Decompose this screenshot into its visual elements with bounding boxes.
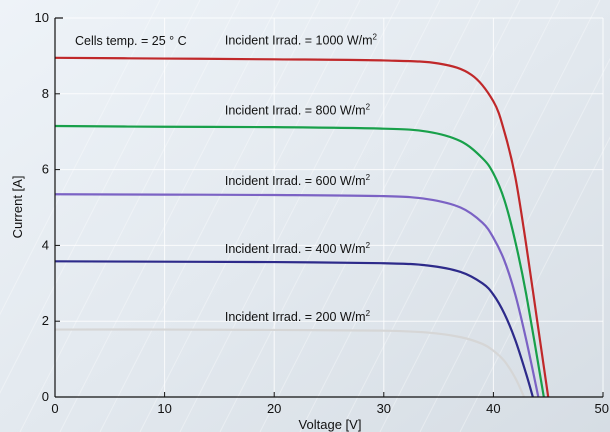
y-axis-title: Current [A] <box>10 176 25 239</box>
x-tick-label: 20 <box>267 401 281 416</box>
panel-line <box>459 136 610 432</box>
y-tick-label: 0 <box>42 389 49 404</box>
series-line-1 <box>54 124 545 398</box>
series-line-2 <box>54 193 540 398</box>
y-tick-label: 8 <box>42 86 49 101</box>
panel-line <box>179 0 401 432</box>
cells-temp-annotation: Cells temp. = 25 ° C <box>75 34 187 48</box>
y-tick-label: 4 <box>42 237 49 252</box>
y-tick-label: 10 <box>35 10 49 25</box>
series-line-3 <box>54 260 534 398</box>
panel-line <box>259 0 481 432</box>
panel-line <box>0 0 201 394</box>
panel-line <box>59 0 281 432</box>
series-labels: Incident Irrad. = 1000 W/m2 Incident Irra… <box>225 33 378 325</box>
series-label-3: Incident Irrad. = 400 W/m2 <box>225 241 371 256</box>
x-tick-labels: 0 10 20 30 40 50 <box>51 401 609 416</box>
series-label-1: Incident Irrad. = 800 W/m2 <box>225 103 371 118</box>
y-tick-label: 6 <box>42 162 49 177</box>
series-line-4 <box>54 328 526 398</box>
y-tick-label: 2 <box>42 313 49 328</box>
panel-line <box>299 0 521 432</box>
series-curves <box>54 56 550 398</box>
panel-line <box>379 0 601 432</box>
x-tick-label: 0 <box>51 401 58 416</box>
panel-line <box>99 0 321 432</box>
x-axis-title: Voltage [V] <box>299 417 362 432</box>
panel-line <box>19 0 241 432</box>
panel-line <box>0 0 161 316</box>
x-tick-label: 40 <box>486 401 500 416</box>
axes <box>54 17 604 398</box>
series-label-2: Incident Irrad. = 600 W/m2 <box>225 173 371 188</box>
panel-line <box>139 0 361 432</box>
panel-line <box>219 0 441 432</box>
x-tick-label: 30 <box>377 401 391 416</box>
x-tick-label: 50 <box>595 401 609 416</box>
panel-line <box>339 0 561 432</box>
series-line-0 <box>54 56 550 398</box>
y-tick-labels: 0 2 4 6 8 10 <box>35 10 49 404</box>
series-label-0: Incident Irrad. = 1000 W/m2 <box>225 33 378 48</box>
x-tick-label: 10 <box>157 401 171 416</box>
series-label-4: Incident Irrad. = 200 W/m2 <box>225 309 371 324</box>
